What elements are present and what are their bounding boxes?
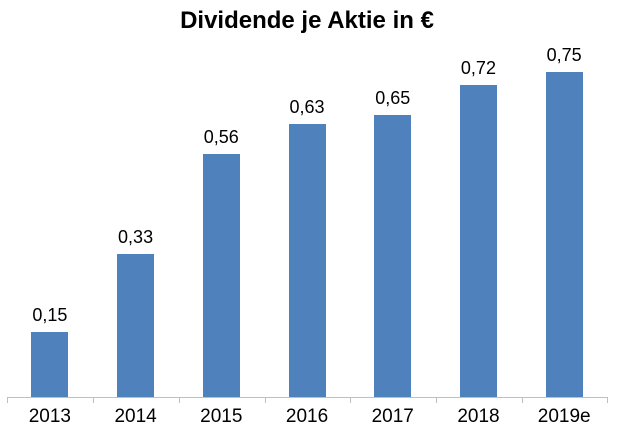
value-label: 0,33 <box>118 227 154 247</box>
x-axis-label: 2015 <box>200 406 243 427</box>
bar-cell: 0,15 <box>7 305 93 397</box>
value-label: 0,72 <box>460 58 496 78</box>
bar <box>545 72 583 397</box>
bar <box>459 85 497 397</box>
axis-tick <box>7 397 8 403</box>
value-label: 0,65 <box>375 88 411 108</box>
axis-tick <box>436 397 438 403</box>
x-axis-label: 2016 <box>285 406 329 427</box>
bar <box>374 115 412 397</box>
bar <box>288 124 326 397</box>
x-axis-label: 2013 <box>28 406 71 427</box>
axis-tick <box>607 397 608 403</box>
axis-tick <box>264 397 266 403</box>
bar <box>117 254 155 397</box>
bar-cell: 0,63 <box>264 97 350 397</box>
value-label: 0,63 <box>289 97 325 117</box>
axis-tick <box>178 397 180 403</box>
bar-cell: 0,33 <box>93 227 179 397</box>
axis-tick <box>522 397 524 403</box>
axis-ticks <box>7 397 608 403</box>
bar-cell: 0,72 <box>436 58 522 397</box>
x-axis-label: 2019e <box>537 406 591 427</box>
value-label: 0,75 <box>546 45 582 65</box>
bar-cell: 0,75 <box>521 45 607 397</box>
x-axis-line <box>7 397 608 398</box>
axis-tick <box>92 397 94 403</box>
plot-area: 0,15 0,33 0,56 0,63 0,65 0,72 0,75 <box>7 45 607 397</box>
value-label: 0,15 <box>32 305 68 325</box>
x-axis-labels: 2013 2014 2015 2016 2017 2018 2019e <box>7 406 607 428</box>
x-axis-label: 2017 <box>371 406 414 427</box>
x-axis-label: 2014 <box>114 406 157 427</box>
bar-cell: 0,56 <box>178 127 264 397</box>
chart-title: Dividende je Aktie in € <box>180 7 434 34</box>
bars-row: 0,15 0,33 0,56 0,63 0,65 0,72 0,75 <box>7 45 607 397</box>
bar <box>31 332 69 397</box>
x-axis-label: 2018 <box>457 406 500 427</box>
axis-tick <box>350 397 352 403</box>
bar <box>202 154 240 397</box>
bar-cell: 0,65 <box>350 88 436 397</box>
value-label: 0,56 <box>203 127 239 147</box>
